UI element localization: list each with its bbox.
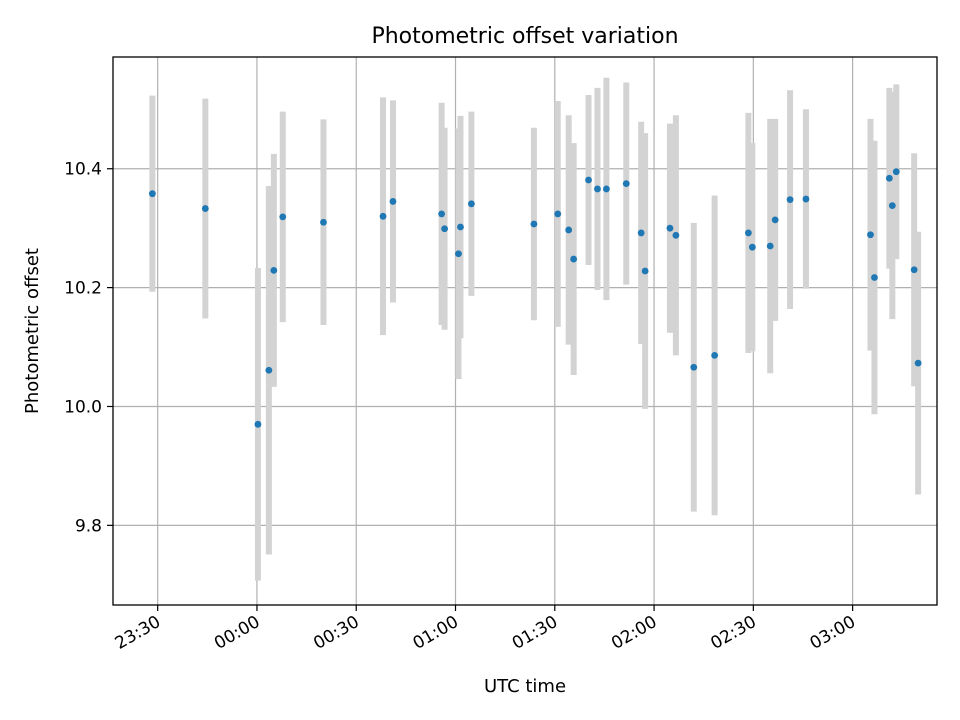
data-point [270,267,277,274]
data-point [867,231,874,238]
data-point [711,352,718,359]
data-point [554,211,561,218]
data-point [893,168,900,175]
data-point [279,213,286,220]
data-point [265,367,272,374]
data-point [468,200,475,207]
data-point [457,224,464,231]
data-point [149,190,156,197]
data-point [673,232,680,239]
y-tick-label: 10.0 [64,397,102,417]
data-point [603,186,610,193]
chart-title: Photometric offset variation [371,24,678,49]
data-point [915,360,922,367]
data-point [623,180,630,187]
data-point [886,175,893,182]
data-point [380,213,387,220]
data-point [565,227,572,234]
data-point [320,219,327,226]
data-point [745,230,752,237]
data-point [911,266,918,273]
data-point [767,243,774,250]
y-tick-label: 10.4 [64,160,102,180]
data-point [202,205,209,212]
data-point [441,225,448,232]
data-point [690,364,697,371]
data-point [642,268,649,275]
x-axis-label: UTC time [484,676,566,697]
data-point [772,216,779,223]
data-point [570,256,577,263]
data-point [438,211,445,218]
data-point [531,221,538,228]
data-point [749,244,756,251]
data-point [594,186,601,193]
figure-background [0,0,960,720]
data-point [871,274,878,281]
y-tick-label: 9.8 [75,516,102,536]
y-axis-label: Photometric offset [22,248,43,414]
chart: Photometric offset variation 9.8 10.0 10.2… [0,0,960,720]
y-tick-label: 10.2 [64,279,102,299]
data-point [455,250,462,257]
data-point [255,421,262,428]
data-point [638,230,645,237]
data-point [390,198,397,205]
data-point [889,202,896,209]
data-point [585,177,592,184]
data-point [803,196,810,203]
data-point [667,225,674,232]
data-point [787,196,794,203]
